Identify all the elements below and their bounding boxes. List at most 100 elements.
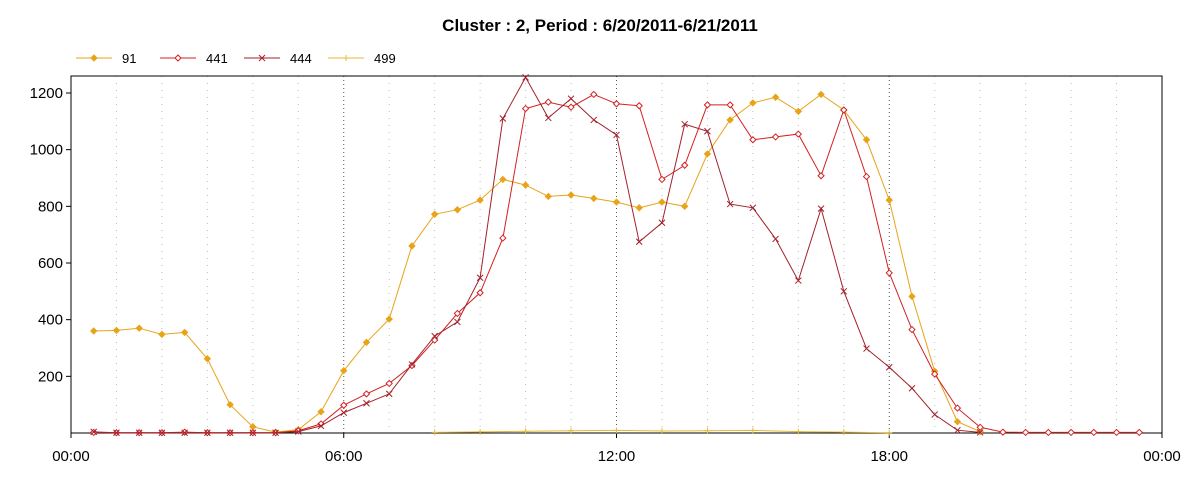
data-point (613, 131, 620, 139)
legend-item-499: 499 (328, 51, 396, 66)
legend-item-444: 444 (244, 51, 312, 66)
legend-label: 499 (374, 51, 396, 66)
data-point (567, 191, 575, 199)
data-point (340, 409, 348, 416)
data-point (1112, 428, 1121, 437)
data-point-stroke (681, 120, 689, 128)
data-point (203, 355, 212, 363)
data-point (362, 390, 371, 398)
data-point-stroke (704, 127, 711, 135)
series-line (93, 93, 1140, 434)
data-point-stroke (294, 428, 302, 435)
data-point (521, 104, 530, 113)
data-point (158, 330, 166, 339)
data-point-stroke (476, 274, 484, 282)
data-point (113, 429, 120, 437)
data-point (544, 98, 553, 106)
data-point (158, 429, 166, 437)
data-point (908, 325, 916, 334)
data-point (340, 401, 348, 409)
data-point (635, 204, 643, 212)
data-point (954, 426, 961, 434)
data-point (680, 202, 689, 211)
data-point (385, 390, 393, 398)
data-point (999, 428, 1007, 436)
data-point (499, 175, 507, 184)
data-point (363, 399, 370, 407)
legend: 91 441 444 499 (76, 51, 396, 66)
data-point (794, 130, 803, 138)
data-point (817, 205, 825, 212)
data-point (453, 206, 462, 214)
data-point-stroke (454, 318, 461, 326)
data-point (771, 133, 780, 141)
data-point-stroke (840, 287, 848, 295)
data-point (476, 274, 484, 282)
data-point-stroke (226, 429, 234, 437)
data-point (817, 172, 825, 180)
data-point (226, 400, 234, 409)
data-point (499, 115, 507, 122)
data-point (258, 54, 266, 62)
data-point (180, 328, 189, 337)
data-point (567, 95, 575, 103)
data-point-stroke (635, 238, 643, 246)
data-point-stroke (954, 426, 961, 434)
data-point (953, 417, 962, 426)
data-point (703, 101, 712, 109)
data-point (476, 289, 484, 297)
data-point (863, 345, 870, 352)
data-point (908, 292, 916, 301)
data-point (568, 427, 575, 434)
data-point (90, 327, 98, 335)
data-point (135, 429, 143, 437)
data-point-stroke (885, 363, 893, 371)
series-layer (90, 74, 1143, 437)
data-point (772, 235, 779, 243)
data-point-stroke (658, 219, 666, 227)
data-point (317, 408, 325, 416)
data-point (613, 427, 620, 434)
legend-item-441: 441 (160, 51, 228, 66)
data-point (885, 269, 893, 277)
series-91 (90, 90, 984, 436)
data-point (886, 429, 893, 436)
data-point (749, 99, 757, 107)
data-point-stroke (204, 429, 211, 437)
data-point (112, 326, 121, 335)
data-point (703, 150, 712, 158)
legend-label: 91 (122, 51, 136, 66)
data-point-stroke (544, 114, 552, 122)
y-tick-label: 200 (38, 368, 63, 385)
data-point-stroke (863, 345, 870, 352)
data-point (226, 429, 234, 437)
data-point (794, 107, 803, 116)
data-point-stroke (340, 409, 348, 416)
data-point (612, 100, 621, 108)
legend-label: 441 (206, 51, 228, 66)
y-tick-label: 1000 (30, 142, 63, 159)
data-point (340, 366, 348, 375)
data-point-stroke (158, 429, 166, 437)
data-point (431, 332, 439, 340)
data-point (862, 136, 871, 144)
data-point-stroke (113, 429, 120, 437)
data-point-stroke (272, 429, 279, 437)
data-point (749, 136, 757, 144)
data-point (499, 234, 507, 242)
data-point (522, 428, 529, 435)
data-point (476, 196, 484, 204)
data-point (431, 429, 438, 436)
y-tick-label: 800 (38, 198, 63, 215)
data-point (174, 54, 182, 62)
data-point (272, 429, 279, 437)
y-tick-label: 1200 (30, 85, 63, 102)
data-point (726, 200, 734, 208)
axes: 200 400 600 800 1000 1200 00:00 06:00 12:00 18:00… (30, 85, 1181, 465)
data-point-stroke (385, 390, 393, 398)
data-point (795, 428, 802, 435)
data-point (90, 428, 98, 436)
data-point (976, 429, 984, 436)
y-tick-label: 400 (38, 312, 63, 329)
